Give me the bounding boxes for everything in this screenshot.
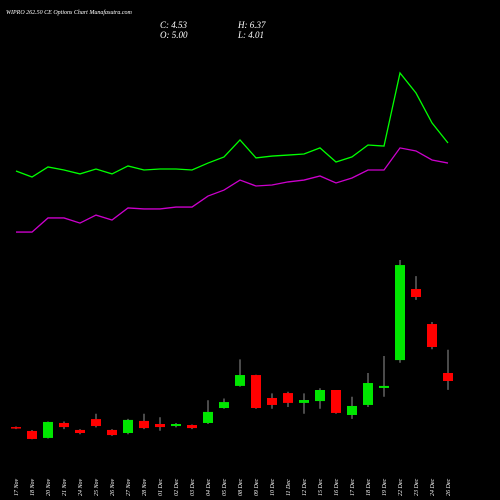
- x-tick-label: 03 Dec: [190, 479, 196, 496]
- x-tick-label: 01 Dec: [158, 479, 164, 496]
- candle-body: [11, 427, 21, 429]
- candle-body: [235, 375, 245, 386]
- low-label: L: 4.01: [237, 30, 264, 40]
- x-tick-label: 05 Dec: [222, 479, 228, 496]
- candle-body: [219, 402, 229, 409]
- x-tick-label: 24 Dec: [429, 479, 436, 496]
- candle-body: [379, 385, 389, 388]
- x-tick-label: 23 Dec: [414, 479, 420, 496]
- x-tick-label: 20 Nov: [46, 478, 52, 496]
- candle-body: [443, 373, 453, 381]
- candle-body: [315, 390, 325, 402]
- candle-body: [155, 424, 165, 428]
- open-label: O: 5.00: [160, 30, 188, 40]
- candle-body: [139, 420, 149, 429]
- close-label: C: 4.53: [160, 20, 188, 30]
- x-tick-label: 16 Dec: [334, 479, 340, 496]
- candle-body: [363, 383, 373, 405]
- x-tick-label: 19 Dec: [382, 479, 388, 496]
- candle-body: [187, 425, 197, 429]
- candle-body: [123, 419, 133, 434]
- high-label: H: 6.37: [237, 20, 266, 30]
- candle-body: [27, 430, 37, 439]
- x-tick-label: 22 Dec: [398, 479, 404, 496]
- candle-body: [299, 400, 309, 403]
- candle-body: [427, 324, 437, 347]
- x-tick-label: 26 Dec: [446, 479, 452, 496]
- candle-body: [395, 265, 405, 361]
- x-tick-label: 11 Dec: [286, 479, 292, 496]
- candle-body: [75, 429, 85, 434]
- indicator-line: [15, 71, 449, 178]
- candle-body: [91, 419, 101, 427]
- x-tick-label: 24 Nov: [77, 478, 84, 496]
- x-tick-label: 10 Dec: [270, 479, 276, 496]
- x-tick-label: 25 Nov: [94, 478, 100, 496]
- candle-body: [59, 422, 69, 428]
- candle-body: [283, 393, 293, 403]
- candle-body: [347, 405, 357, 415]
- candle-body: [203, 411, 213, 423]
- x-tick-label: 02 Dec: [174, 479, 180, 496]
- candle-body: [331, 390, 341, 413]
- x-tick-label: 18 Dec: [366, 479, 372, 496]
- x-tick-label: 28 Nov: [142, 478, 148, 496]
- candle-body: [251, 375, 261, 409]
- x-tick-label: 17 Dec: [350, 479, 356, 496]
- candle-body: [267, 397, 277, 405]
- x-tick-label: 12 Dec: [302, 479, 308, 496]
- candle-body: [411, 289, 421, 298]
- x-tick-label: 08 Dec: [238, 479, 244, 496]
- candle-body: [171, 424, 181, 427]
- x-tick-label: 27 Nov: [126, 478, 132, 496]
- x-tick-label: 26 Nov: [110, 478, 116, 496]
- chart-title: WIPRO 262.50 CE Options Chart Munafasutr…: [6, 9, 132, 16]
- x-tick-label: 17 Nov: [14, 478, 20, 496]
- x-tick-label: 09 Dec: [254, 479, 260, 496]
- x-tick-label: 21 Nov: [62, 478, 68, 496]
- candle-body: [107, 429, 117, 436]
- x-tick-label: 04 Dec: [205, 479, 212, 496]
- x-tick-label: 15 Dec: [318, 479, 324, 496]
- indicator-line: [16, 147, 449, 233]
- x-tick-label: 18 Nov: [30, 478, 36, 496]
- candle-body: [43, 421, 53, 438]
